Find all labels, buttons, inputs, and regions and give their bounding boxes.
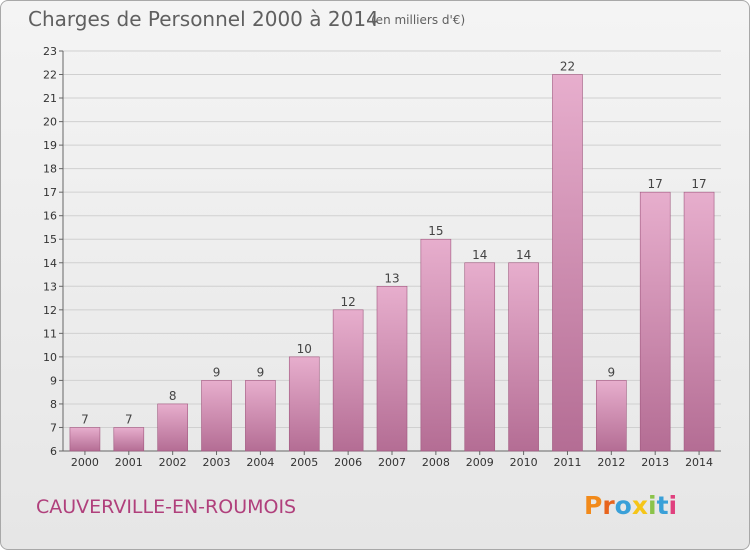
logo-letter: r <box>602 491 615 520</box>
bar <box>596 380 627 452</box>
x-tick-label: 2000 <box>71 456 99 469</box>
y-tick-label: 13 <box>43 280 57 293</box>
y-tick-label: 16 <box>43 210 57 223</box>
y-tick-label: 9 <box>50 374 57 387</box>
x-tick-label: 2014 <box>685 456 713 469</box>
y-tick-label: 12 <box>43 304 57 317</box>
data-label: 9 <box>213 365 221 379</box>
x-tick-label: 2013 <box>641 456 669 469</box>
data-label: 12 <box>340 295 355 309</box>
y-tick-label: 20 <box>43 116 57 129</box>
data-label: 7 <box>81 412 89 426</box>
data-label: 9 <box>608 365 616 379</box>
x-tick-label: 2011 <box>553 456 581 469</box>
y-tick-label: 21 <box>43 92 57 105</box>
bar <box>420 238 452 452</box>
y-tick-label: 14 <box>43 257 57 270</box>
data-label: 22 <box>560 60 575 74</box>
y-tick-label: 11 <box>43 327 57 340</box>
bar <box>288 356 320 452</box>
x-tick-label: 2001 <box>115 456 143 469</box>
bar <box>69 427 101 452</box>
x-tick-label: 2004 <box>246 456 274 469</box>
chart-title: Charges de Personnel 2000 à 2014 <box>28 7 379 31</box>
x-tick-label: 2007 <box>378 456 406 469</box>
bar <box>113 427 145 452</box>
bar <box>332 309 364 452</box>
data-label: 10 <box>297 342 312 356</box>
logo-letter: x <box>631 491 648 520</box>
y-tick-label: 7 <box>50 421 57 434</box>
x-tick-label: 2002 <box>159 456 187 469</box>
y-tick-label: 15 <box>43 233 57 246</box>
y-tick-label: 6 <box>50 445 57 458</box>
bar <box>157 403 188 452</box>
bar <box>245 380 276 452</box>
bar <box>464 262 496 452</box>
logo-letter: o <box>614 491 632 520</box>
y-tick-label: 8 <box>50 398 57 411</box>
y-tick-label: 23 <box>43 45 57 58</box>
y-tick-label: 10 <box>43 351 57 364</box>
x-tick-label: 2012 <box>597 456 625 469</box>
data-label: 15 <box>428 224 443 238</box>
logo-letter: P <box>584 491 603 520</box>
y-tick-label: 22 <box>43 69 57 82</box>
commune-name: CAUVERVILLE-EN-ROUMOIS <box>36 496 297 518</box>
chart-subtitle: (en milliers d'€) <box>371 13 466 27</box>
data-label: 14 <box>472 248 487 262</box>
proxiti-logo: Proxiti <box>584 491 677 520</box>
bar <box>201 380 232 452</box>
logo-letter: t <box>656 491 669 520</box>
data-label: 17 <box>648 177 663 191</box>
bar <box>683 191 715 452</box>
data-label: 9 <box>257 365 265 379</box>
x-tick-label: 2008 <box>422 456 450 469</box>
data-label: 8 <box>169 389 177 403</box>
x-tick-label: 2009 <box>466 456 494 469</box>
x-tick-label: 2006 <box>334 456 362 469</box>
logo-letter: i <box>668 491 678 520</box>
x-tick-label: 2003 <box>203 456 231 469</box>
data-label: 17 <box>691 177 706 191</box>
bar <box>376 285 408 452</box>
y-tick-label: 19 <box>43 139 57 152</box>
x-tick-label: 2010 <box>510 456 538 469</box>
y-tick-label: 17 <box>43 186 57 199</box>
data-label: 13 <box>384 271 399 285</box>
bar <box>552 74 583 452</box>
logo-letter: i <box>648 491 657 520</box>
data-label: 14 <box>516 248 531 262</box>
x-tick-label: 2005 <box>290 456 318 469</box>
y-tick-label: 18 <box>43 163 57 176</box>
data-label: 7 <box>125 412 133 426</box>
bar <box>508 262 539 452</box>
bar <box>639 191 671 452</box>
